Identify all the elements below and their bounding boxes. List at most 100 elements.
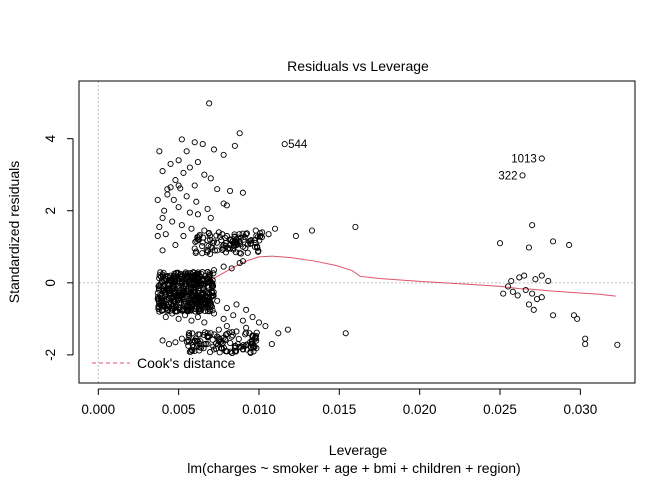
- data-point: [204, 205, 211, 212]
- data-point: [206, 349, 214, 356]
- data-point: [207, 278, 214, 285]
- data-point: [164, 296, 171, 303]
- data-point: [193, 237, 200, 244]
- data-point: [220, 315, 227, 322]
- data-point: [292, 232, 299, 240]
- data-point: [204, 308, 211, 315]
- data-point: [222, 242, 229, 249]
- y-tick-label: 2: [43, 207, 58, 215]
- data-point: [210, 146, 218, 153]
- data-point: [239, 346, 246, 353]
- data-point: [188, 225, 195, 232]
- data-point: [248, 236, 255, 244]
- data-point: [192, 298, 200, 305]
- data-point: [209, 244, 216, 251]
- data-point: [186, 279, 193, 287]
- data-point: [191, 245, 198, 252]
- data-point: [239, 189, 246, 196]
- data-point: [252, 239, 259, 247]
- data-point: [229, 329, 236, 336]
- data-point: [204, 237, 211, 244]
- data-point: [203, 279, 211, 286]
- data-point: [169, 218, 176, 225]
- data-point: [243, 231, 250, 238]
- data-point: [159, 285, 166, 292]
- chart-title: Residuals vs Leverage: [287, 58, 429, 74]
- data-point: [210, 267, 218, 274]
- data-point: [199, 292, 206, 299]
- data-point: [183, 275, 190, 282]
- data-point: [192, 282, 199, 289]
- data-point: [196, 344, 203, 351]
- data-point: [167, 307, 174, 314]
- data-point: [253, 329, 260, 336]
- x-tick-label: 0.030: [563, 402, 597, 417]
- data-point: [220, 151, 227, 158]
- data-point: [192, 238, 199, 246]
- data-point: [505, 283, 512, 290]
- data-point: [233, 301, 240, 308]
- data-point: [202, 340, 209, 347]
- data-point: [262, 323, 269, 330]
- x-tick-label: 0.000: [81, 402, 115, 417]
- x-tick-label: 0.025: [483, 402, 517, 417]
- data-point: [352, 223, 359, 231]
- data-point: [199, 250, 206, 257]
- data-point: [196, 233, 203, 240]
- data-point: [157, 294, 164, 302]
- data-point: [160, 276, 168, 284]
- data-point: [521, 272, 528, 279]
- data-point: [161, 207, 168, 214]
- data-point: [271, 225, 279, 232]
- points-group: [154, 100, 621, 357]
- data-point: [175, 282, 183, 289]
- data-point: [178, 222, 185, 229]
- data-point: [249, 314, 256, 321]
- data-point: [206, 100, 213, 107]
- data-point: [232, 344, 239, 351]
- data-point: [227, 187, 234, 194]
- data-point: [194, 211, 201, 218]
- data-point: [235, 234, 242, 241]
- data-point: [243, 306, 250, 313]
- data-point: [197, 338, 204, 345]
- x-tick-label: 0.020: [403, 402, 437, 417]
- data-point: [236, 259, 243, 267]
- data-point: [218, 237, 225, 244]
- data-point: [171, 278, 178, 286]
- data-point: [162, 291, 169, 298]
- data-point: [205, 230, 212, 237]
- data-point: [509, 288, 516, 295]
- x-tick-label: 0.010: [242, 402, 276, 417]
- data-point: [207, 214, 214, 221]
- data-point: [215, 326, 222, 333]
- data-point: [209, 293, 216, 300]
- plot-frame: [78, 80, 636, 384]
- data-point: [154, 196, 161, 203]
- data-point: [214, 333, 221, 340]
- data-point: [176, 304, 183, 311]
- data-point: [154, 232, 161, 240]
- data-point: [192, 249, 199, 257]
- data-point: [308, 227, 316, 234]
- data-point: [538, 155, 545, 162]
- data-point: [508, 277, 515, 285]
- data-point: [186, 209, 193, 216]
- data-point: [342, 330, 349, 337]
- point-label: 544: [288, 139, 308, 151]
- data-point: [242, 329, 249, 336]
- data-point: [159, 337, 166, 344]
- data-point: [205, 272, 213, 279]
- data-point: [172, 297, 179, 304]
- data-point: [239, 258, 246, 265]
- data-point: [167, 291, 174, 298]
- data-point: [172, 241, 179, 249]
- data-point: [222, 335, 229, 343]
- data-point: [545, 277, 552, 285]
- data-point: [156, 148, 163, 155]
- data-point: [205, 242, 212, 250]
- data-point: [201, 227, 208, 234]
- data-point: [188, 271, 195, 278]
- data-point: [180, 296, 187, 303]
- data-point: [174, 291, 181, 298]
